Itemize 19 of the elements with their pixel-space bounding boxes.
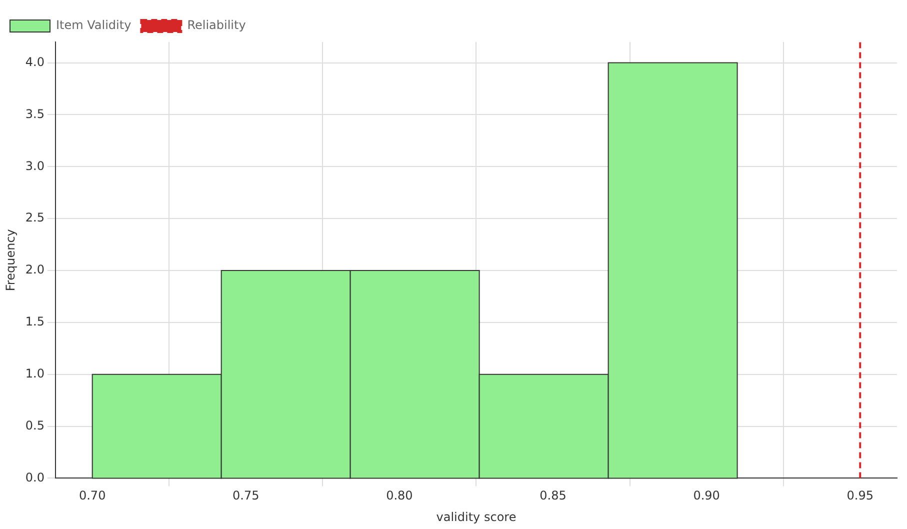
x-tick-label: 0.75 [232, 488, 260, 503]
x-tick-label: 0.80 [386, 488, 413, 503]
y-tick-label: 1.0 [25, 366, 44, 380]
y-tick-label: 4.0 [25, 54, 44, 69]
y-tick-label: 3.5 [25, 106, 44, 121]
y-tick-label: 3.0 [25, 158, 44, 173]
legend-label: Reliability [187, 18, 246, 32]
y-tick-label: 0.0 [25, 470, 44, 484]
x-tick-label: 0.95 [846, 488, 874, 503]
x-axis-title: validity score [436, 510, 516, 524]
y-axis-title: Frequency [3, 229, 18, 292]
x-tick-label: 0.70 [78, 488, 106, 503]
x-tick-label: 0.90 [693, 488, 720, 503]
y-tick-label: 2.0 [25, 262, 44, 277]
legend-label: Item Validity [56, 18, 132, 32]
x-tick-label: 0.85 [540, 488, 566, 503]
y-tick-label: 0.5 [25, 418, 44, 432]
y-tick-label: 2.5 [25, 210, 44, 225]
y-tick-label: 1.5 [25, 314, 44, 329]
